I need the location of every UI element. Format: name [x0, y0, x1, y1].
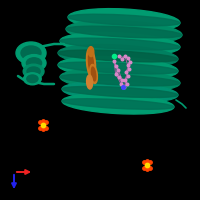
Ellipse shape: [23, 64, 44, 79]
Point: [123, 54, 127, 58]
Ellipse shape: [91, 67, 96, 81]
Point: [117, 55, 121, 58]
Ellipse shape: [60, 33, 180, 55]
Point: [44, 126, 47, 129]
Ellipse shape: [90, 64, 97, 84]
Ellipse shape: [62, 99, 174, 109]
Point: [41, 127, 45, 130]
Point: [145, 167, 149, 170]
Ellipse shape: [27, 75, 38, 83]
Point: [126, 74, 130, 78]
Point: [122, 85, 126, 89]
Ellipse shape: [60, 69, 180, 91]
Ellipse shape: [58, 62, 178, 74]
Ellipse shape: [88, 52, 94, 74]
Ellipse shape: [27, 67, 40, 76]
Point: [120, 78, 124, 82]
Point: [114, 72, 117, 75]
Ellipse shape: [16, 42, 46, 64]
Ellipse shape: [21, 46, 41, 60]
Ellipse shape: [60, 74, 180, 86]
Ellipse shape: [58, 45, 178, 67]
Point: [41, 123, 45, 127]
Point: [39, 126, 42, 129]
Ellipse shape: [87, 75, 93, 89]
Point: [44, 121, 47, 124]
Ellipse shape: [60, 38, 180, 50]
Ellipse shape: [66, 26, 182, 38]
Ellipse shape: [58, 50, 178, 62]
Point: [120, 57, 124, 61]
Point: [113, 55, 116, 58]
Ellipse shape: [58, 57, 178, 79]
Point: [112, 59, 116, 63]
Point: [41, 120, 45, 123]
Ellipse shape: [62, 82, 178, 102]
Ellipse shape: [62, 86, 178, 98]
Ellipse shape: [86, 48, 96, 78]
Point: [148, 161, 151, 164]
Point: [128, 60, 132, 63]
Ellipse shape: [26, 58, 42, 68]
Point: [117, 75, 121, 79]
Point: [145, 160, 149, 163]
Point: [126, 63, 129, 67]
Ellipse shape: [68, 14, 180, 26]
Ellipse shape: [68, 9, 180, 31]
Point: [145, 163, 149, 167]
Point: [143, 161, 146, 164]
Point: [125, 82, 129, 85]
Point: [123, 78, 127, 81]
Ellipse shape: [88, 47, 94, 57]
Ellipse shape: [62, 94, 174, 114]
Point: [143, 166, 146, 169]
Point: [124, 71, 128, 74]
Point: [114, 64, 118, 68]
Point: [117, 68, 120, 72]
Point: [119, 82, 123, 86]
Ellipse shape: [22, 55, 46, 71]
Ellipse shape: [24, 73, 41, 85]
Point: [39, 121, 42, 124]
Point: [122, 85, 125, 88]
Point: [127, 67, 131, 71]
Ellipse shape: [66, 21, 182, 43]
Point: [126, 56, 130, 60]
Point: [148, 166, 151, 169]
